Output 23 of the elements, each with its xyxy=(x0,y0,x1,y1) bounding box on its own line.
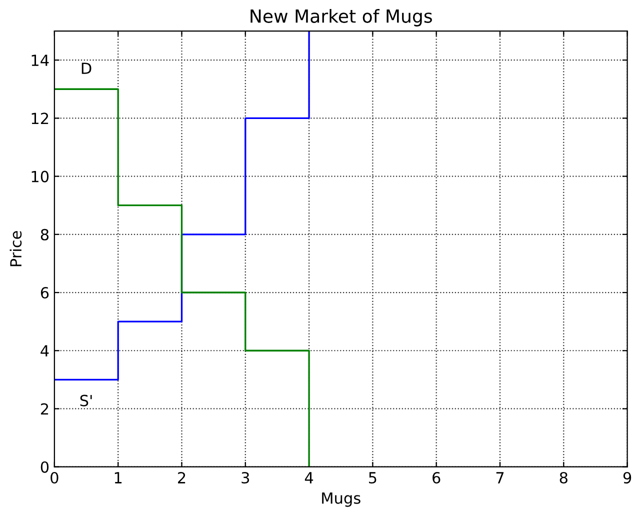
y-axis-title: Price xyxy=(10,231,22,266)
x-tick-label: 2 xyxy=(178,472,186,484)
x-tick-label: 7 xyxy=(496,472,504,484)
x-tick-label: 8 xyxy=(560,472,568,484)
y-tick-label: 12 xyxy=(32,112,48,124)
x-tick-label: 4 xyxy=(304,472,314,484)
y-tick-label: 6 xyxy=(40,286,49,299)
chart-title: New Market of Mugs xyxy=(250,8,432,26)
series-label: D xyxy=(82,62,92,74)
y-tick-label: 8 xyxy=(40,228,49,240)
x-tick-label: 9 xyxy=(623,472,632,484)
y-tick-label: 14 xyxy=(32,54,49,66)
y-tick-label: 4 xyxy=(40,345,49,356)
y-tick-label: 2 xyxy=(40,403,48,415)
x-tick-label: 5 xyxy=(369,472,376,484)
x-tick-label: 0 xyxy=(50,472,58,484)
x-tick-label: 3 xyxy=(242,472,250,484)
x-axis-title: Mugs xyxy=(322,492,360,507)
series-label: S' xyxy=(80,394,92,406)
y-tick-label: 0 xyxy=(40,461,49,473)
x-tick-label: 6 xyxy=(432,472,440,484)
x-tick-label: 1 xyxy=(114,472,122,484)
y-tick-label: 10 xyxy=(32,170,49,182)
